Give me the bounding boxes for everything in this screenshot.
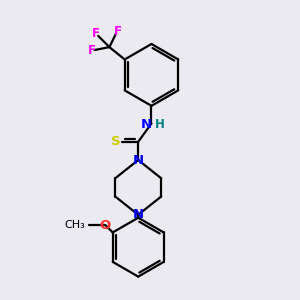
Text: H: H <box>155 118 165 130</box>
Text: N: N <box>133 208 144 221</box>
Text: CH₃: CH₃ <box>64 220 85 230</box>
Text: N: N <box>141 118 152 130</box>
Text: F: F <box>92 27 100 40</box>
Text: F: F <box>114 25 122 38</box>
Text: F: F <box>88 44 96 56</box>
Text: S: S <box>111 135 121 148</box>
Text: O: O <box>100 219 111 232</box>
Text: N: N <box>133 154 144 166</box>
